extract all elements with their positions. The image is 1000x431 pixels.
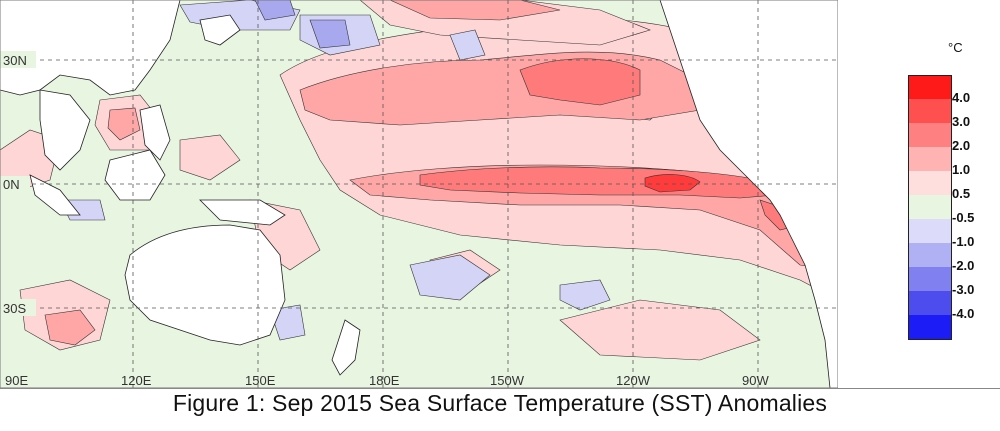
legend-label: -1.0 (952, 234, 975, 249)
legend-swatch (908, 171, 952, 196)
legend-label: 3.0 (952, 114, 971, 129)
lon-label-150w: 150W (490, 373, 525, 388)
lat-label-30s: 30S (3, 301, 26, 316)
latitude-labels: 30N 0N 30S (0, 51, 36, 316)
lat-label-0n: 0N (3, 177, 20, 192)
legend-label: -2.0 (952, 258, 975, 273)
figure-caption: Figure 1: Sep 2015 Sea Surface Temperatu… (172, 390, 828, 416)
legend-label: 1.0 (952, 162, 971, 177)
lat-label-30n: 30N (3, 53, 27, 68)
legend-swatch (908, 147, 952, 172)
graticule (0, 0, 838, 388)
legend-swatch (908, 243, 952, 268)
legend-swatch (908, 315, 952, 340)
lon-label-180e: 180E (369, 373, 400, 388)
asia-land (0, 0, 181, 96)
new-guinea-land (199, 199, 286, 226)
sumatra-land (29, 174, 81, 216)
lon-label-90w: 90W (742, 373, 769, 388)
sst-anomaly-map: 30N 0N 30S 90E 120E 150E 180E 150W 120W … (0, 0, 838, 388)
australia-land (124, 224, 286, 346)
color-legend: °C 4.0 3.0 2.0 1.0 0.5 -0.5 -1.0 -2.0 -3.0 -4.0 (900, 40, 1000, 370)
new-zealand-land (331, 319, 361, 376)
legend-label: -3.0 (952, 282, 975, 297)
lon-label-120w: 120W (616, 373, 651, 388)
lon-label-150e: 150E (245, 373, 276, 388)
legend-swatch (908, 99, 952, 124)
legend-swatch (908, 75, 952, 101)
legend-label: -0.5 (952, 210, 975, 225)
legend-swatch (908, 291, 952, 316)
japan-land (199, 14, 241, 46)
legend-swatch (908, 195, 952, 220)
cool-anomaly-moderate (254, 0, 351, 49)
legend-swatch (908, 219, 952, 244)
longitude-labels: 90E 120E 150E 180E 150W 120W 90W (5, 373, 769, 388)
map-bottom-border (0, 388, 1000, 389)
legend-unit: °C (948, 40, 963, 55)
legend-swatch (908, 123, 952, 148)
philippines-land (139, 104, 171, 161)
land-masses (0, 0, 838, 388)
indochina-land (39, 89, 91, 171)
legend-label: -4.0 (952, 306, 975, 321)
warm-anomaly-peak (644, 174, 701, 193)
lon-label-90e: 90E (5, 373, 28, 388)
legend-label: 0.5 (952, 186, 971, 201)
lon-label-120e: 120E (121, 373, 152, 388)
legend-label: 4.0 (952, 90, 971, 105)
legend-swatch (908, 267, 952, 292)
legend-label: 2.0 (952, 138, 971, 153)
